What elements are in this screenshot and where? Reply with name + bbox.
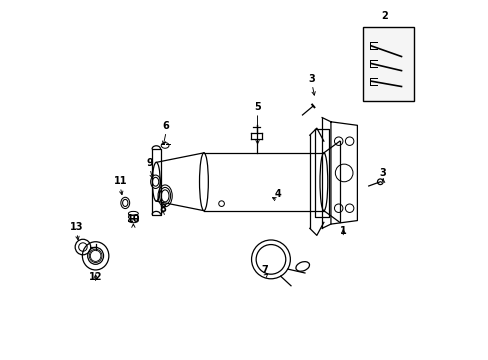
Text: 6: 6 [163,121,169,131]
Ellipse shape [199,153,208,211]
Text: 12: 12 [89,272,102,282]
Text: 1: 1 [339,226,346,237]
Text: 10: 10 [126,214,140,224]
Text: 4: 4 [274,189,281,199]
Circle shape [377,179,383,185]
Text: 2: 2 [381,11,387,21]
Text: 5: 5 [254,102,261,112]
Text: 11: 11 [113,176,127,186]
Ellipse shape [82,242,109,270]
Text: 3: 3 [308,74,315,84]
FancyBboxPatch shape [362,27,413,100]
Text: 13: 13 [70,222,83,232]
Ellipse shape [161,143,169,148]
Text: 7: 7 [261,265,268,275]
Text: 3: 3 [379,168,386,178]
Ellipse shape [87,247,103,264]
Ellipse shape [152,162,160,201]
Text: 9: 9 [146,158,153,168]
Text: 8: 8 [159,203,166,213]
